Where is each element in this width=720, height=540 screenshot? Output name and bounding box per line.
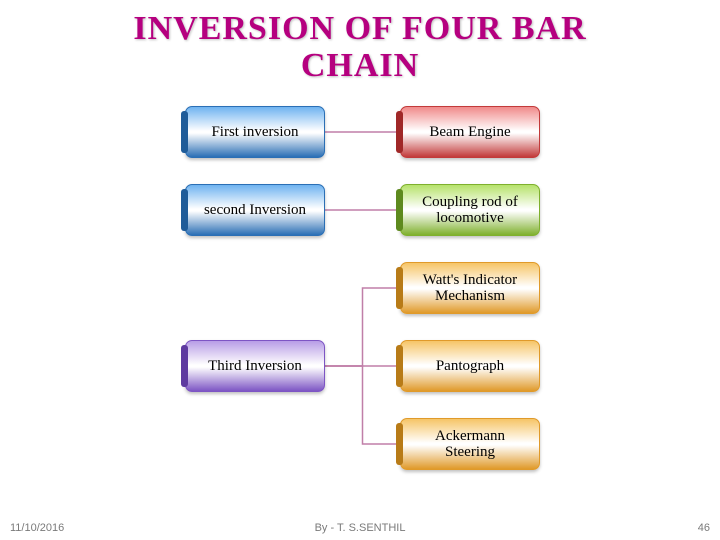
node-coupling-tab [396, 189, 403, 231]
edge-third-watts [325, 288, 400, 366]
node-third-label: Third Inversion [208, 358, 302, 375]
node-acker: Ackermann Steering [400, 418, 540, 470]
node-panto-tab [396, 345, 403, 387]
node-beam: Beam Engine [400, 106, 540, 158]
node-acker-tab [396, 423, 403, 465]
node-first: First inversion [185, 106, 325, 158]
node-coupling-label: Coupling rod of locomotive [409, 194, 531, 227]
node-panto: Pantograph [400, 340, 540, 392]
node-panto-label: Pantograph [436, 358, 504, 375]
connectors-layer [0, 100, 720, 500]
footer-date: 11/10/2016 [10, 522, 64, 534]
footer-page: 46 [698, 522, 710, 534]
diagram-area: First inversion Beam Engine second Inversi… [0, 100, 720, 500]
edge-third-acker [325, 366, 400, 444]
node-third-tab [181, 345, 188, 387]
node-third: Third Inversion [185, 340, 325, 392]
node-watts: Watt's Indicator Mechanism [400, 262, 540, 314]
node-beam-label: Beam Engine [429, 124, 510, 141]
title-line1: INVERSION OF FOUR BAR [133, 10, 586, 47]
node-beam-tab [396, 111, 403, 153]
node-second: second Inversion [185, 184, 325, 236]
footer-author: By - T. S.SENTHIL [315, 522, 406, 534]
node-watts-tab [396, 267, 403, 309]
node-watts-label: Watt's Indicator Mechanism [409, 272, 531, 305]
title-line2: CHAIN [301, 47, 419, 84]
node-first-tab [181, 111, 188, 153]
node-second-label: second Inversion [204, 202, 306, 219]
node-first-label: First inversion [211, 124, 298, 141]
node-coupling: Coupling rod of locomotive [400, 184, 540, 236]
node-acker-label: Ackermann Steering [409, 428, 531, 461]
page-title: INVERSION OF FOUR BAR CHAIN [0, 0, 720, 85]
node-second-tab [181, 189, 188, 231]
